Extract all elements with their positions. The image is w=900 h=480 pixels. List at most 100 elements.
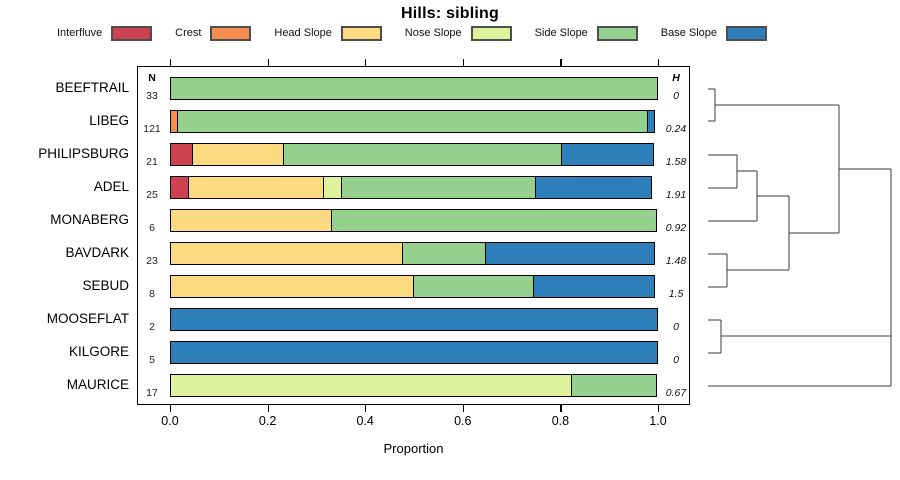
n-value: 8	[149, 288, 155, 300]
legend-label: Base Slope	[660, 27, 717, 39]
n-column-header: N	[148, 72, 156, 84]
n-value: 6	[149, 222, 155, 234]
category-label: MONABERG	[50, 212, 129, 227]
legend-label: Head Slope	[274, 27, 332, 39]
bar-segment	[323, 176, 343, 199]
bar-segment	[170, 275, 414, 298]
legend-item: Side Slope	[534, 25, 638, 41]
n-value: 2	[149, 321, 155, 333]
chart-title: Hills: sibling	[401, 5, 499, 22]
category-label: MOOSEFLAT	[46, 311, 129, 326]
category-label: PHILIPSBURG	[38, 146, 129, 161]
bar-segment	[535, 176, 653, 199]
stacked-bar	[170, 209, 657, 232]
top-tick	[658, 59, 660, 66]
h-value: 0	[673, 321, 679, 333]
x-tick-label: 1.0	[649, 414, 667, 428]
bottom-tick	[365, 405, 367, 412]
legend-item: Nose Slope	[404, 25, 512, 41]
top-tick	[365, 59, 367, 66]
h-value: 1.5	[668, 288, 684, 300]
x-tick-label: 0.4	[356, 414, 374, 428]
bottom-tick	[170, 405, 172, 412]
legend-label: Nose Slope	[404, 27, 462, 39]
bar-segment	[533, 275, 656, 298]
bar-segment	[188, 176, 325, 199]
bar-segment	[192, 143, 285, 166]
x-tick-label: 0.8	[551, 414, 570, 428]
h-value: 0.67	[665, 387, 687, 399]
legend-item: Head Slope	[274, 25, 382, 41]
bar-segment	[170, 77, 658, 100]
bottom-tick	[267, 405, 269, 412]
bar-segment	[170, 143, 194, 166]
x-axis-label: Proportion	[383, 441, 444, 456]
stacked-bar	[170, 77, 658, 100]
h-value: 1.91	[665, 189, 687, 201]
bar-segment	[283, 143, 563, 166]
category-label: LIBEG	[89, 113, 129, 128]
bar-segment	[331, 209, 657, 232]
bar-segment	[646, 110, 656, 133]
h-column-header: H	[672, 72, 680, 84]
stacked-bar	[170, 341, 658, 364]
bar-segment	[170, 374, 573, 397]
n-value: 5	[149, 354, 155, 366]
bar-segment	[170, 308, 658, 331]
bar-segment	[485, 242, 656, 265]
n-value: 25	[146, 189, 158, 201]
n-value: 21	[146, 156, 158, 168]
x-tick-label: 0.0	[161, 414, 179, 428]
bottom-tick	[560, 405, 562, 412]
bottom-tick	[658, 405, 660, 412]
x-tick-label: 0.2	[258, 414, 277, 428]
bar-segment	[170, 341, 658, 364]
h-value: 0.24	[665, 123, 687, 135]
legend-swatch	[470, 25, 512, 41]
category-label: BEEFTRAIL	[55, 80, 129, 95]
top-tick	[170, 59, 172, 66]
x-tick-label: 0.6	[454, 414, 472, 428]
category-label: BAVDARK	[65, 245, 129, 260]
legend-swatch	[210, 25, 252, 41]
h-value: 1.48	[665, 255, 687, 267]
stacked-bar	[170, 143, 654, 166]
legend-swatch	[111, 25, 153, 41]
stacked-bar	[170, 176, 653, 199]
legend-item: Interfluve	[57, 25, 153, 41]
bar-segment	[170, 176, 190, 199]
legend-swatch	[726, 25, 767, 41]
top-tick	[462, 59, 465, 66]
category-label: KILGORE	[68, 344, 129, 359]
h-value: 0	[673, 354, 679, 366]
legend-item: Base Slope	[660, 25, 767, 41]
n-value: 121	[143, 123, 161, 135]
bar-segment	[176, 110, 649, 133]
bar-segment	[412, 275, 535, 298]
bottom-tick	[462, 405, 465, 412]
bar-segment	[561, 143, 654, 166]
bar-segment	[341, 176, 537, 199]
top-tick	[560, 59, 562, 66]
legend-item: Crest	[175, 25, 252, 41]
category-label: MAURICE	[66, 377, 129, 392]
top-tick	[267, 59, 269, 66]
bar-segment	[401, 242, 487, 265]
legend-label: Side Slope	[534, 27, 588, 39]
legend-label: Interfluve	[57, 27, 103, 39]
n-value: 33	[146, 90, 158, 102]
bar-segment	[170, 242, 404, 265]
h-value: 0.92	[665, 222, 687, 234]
legend-label: Crest	[175, 27, 202, 39]
n-value: 17	[146, 387, 158, 399]
stacked-bar	[170, 374, 657, 397]
legend-swatch	[340, 25, 382, 41]
stacked-bar	[170, 110, 656, 133]
category-label: SEBUD	[82, 278, 129, 293]
bar-segment	[170, 209, 333, 232]
stacked-bar	[170, 308, 658, 331]
n-value: 23	[146, 255, 158, 267]
h-value: 1.58	[665, 156, 687, 168]
legend: Interfluve Crest Head Slope Nose Slope Side …	[57, 25, 767, 41]
